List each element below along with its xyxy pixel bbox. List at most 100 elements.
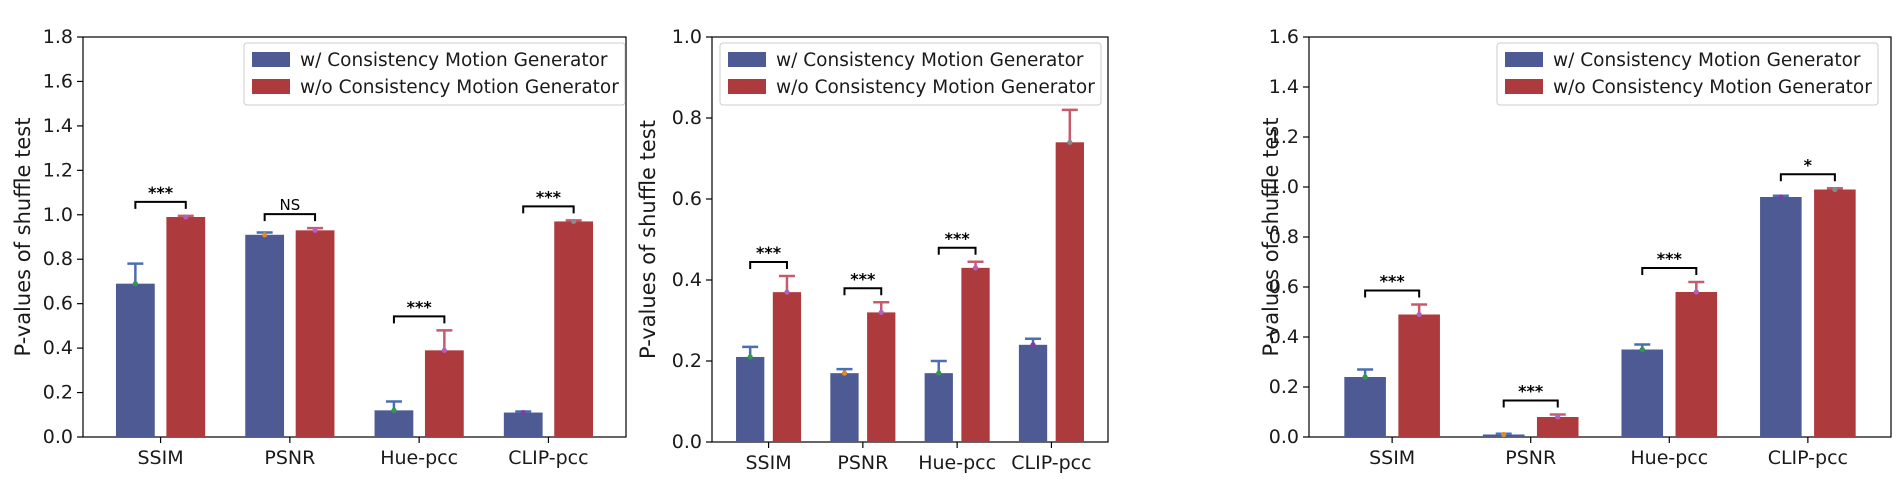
y-tick-label: 0.2 bbox=[672, 350, 702, 372]
legend-label: w/ Consistency Motion Generator bbox=[300, 50, 608, 71]
y-tick-label: 0.0 bbox=[43, 426, 73, 448]
legend-swatch bbox=[728, 79, 766, 94]
significance-bracket bbox=[937, 246, 977, 255]
legend-box bbox=[243, 42, 626, 106]
legend-label: w/o Consistency Motion Generator bbox=[300, 77, 619, 98]
mean-dot bbox=[878, 309, 884, 315]
significance-bracket bbox=[749, 260, 788, 269]
bar bbox=[503, 412, 543, 437]
mean-dot bbox=[312, 227, 318, 233]
y-axis-label: P-values of shuffle test bbox=[636, 120, 660, 359]
bar bbox=[1398, 314, 1440, 437]
mean-dot bbox=[1067, 139, 1073, 145]
mean-dot bbox=[391, 407, 397, 413]
legend-box bbox=[719, 42, 1102, 106]
y-tick-label: 1.4 bbox=[1269, 76, 1299, 98]
significance-label: *** bbox=[1380, 272, 1406, 291]
chart-panel-1: 0.0 0.2 0.4 0.6 0.8 1.0 1.2 1.4 1.6 1.8 P-values o… bbox=[11, 26, 627, 469]
significance-bracket bbox=[843, 287, 883, 296]
y-tick-label: 0.6 bbox=[672, 188, 702, 210]
bar bbox=[1675, 292, 1718, 437]
bar bbox=[424, 350, 464, 437]
mean-dot bbox=[841, 370, 848, 376]
x-tick-label: CLIP-pcc bbox=[1011, 452, 1091, 474]
bar bbox=[1621, 349, 1664, 437]
legend-swatch bbox=[1505, 79, 1543, 94]
mean-dot bbox=[1030, 342, 1036, 348]
significance-bracket bbox=[522, 205, 575, 214]
x-tick-label: SSIM bbox=[138, 447, 184, 469]
significance-bracket bbox=[134, 200, 187, 209]
significance-label: *** bbox=[536, 187, 562, 206]
legend-swatch bbox=[252, 79, 290, 94]
mean-dot bbox=[784, 289, 790, 295]
significance-label: *** bbox=[945, 229, 971, 248]
bar bbox=[554, 221, 594, 437]
bar bbox=[115, 283, 155, 437]
bar bbox=[924, 373, 953, 442]
bar bbox=[1536, 417, 1579, 437]
bar bbox=[295, 230, 335, 437]
x-tick-label: PSNR bbox=[1505, 447, 1556, 469]
x-tick-label: PSNR bbox=[837, 452, 888, 474]
mean-dot bbox=[1639, 346, 1645, 353]
y-axis-label: P-values of shuffle test bbox=[1259, 118, 1283, 357]
bar bbox=[374, 410, 414, 437]
legend-swatch bbox=[252, 52, 290, 67]
mean-dot bbox=[571, 218, 577, 225]
bar bbox=[772, 292, 802, 442]
chart-panel-3: 0.0 0.2 0.4 0.6 0.8 1.0 1.2 1.4 1.6 P-values of s… bbox=[1259, 26, 1892, 469]
legend-label: w/ Consistency Motion Generator bbox=[1553, 50, 1861, 71]
mean-dot bbox=[520, 409, 526, 416]
legend: w/ Consistency Motion Generator w/o Consi… bbox=[719, 42, 1102, 106]
y-tick-label: 1.2 bbox=[1269, 126, 1299, 148]
y-tick-label: 0.2 bbox=[43, 382, 73, 404]
y-tick-label: 0.0 bbox=[1269, 426, 1299, 448]
x-tick-label: CLIP-pcc bbox=[1768, 447, 1848, 469]
significance-bracket bbox=[1641, 267, 1698, 275]
x-tick-label: Hue-pcc bbox=[1630, 447, 1708, 469]
legend-label: w/ Consistency Motion Generator bbox=[776, 50, 1084, 71]
x-tick-label: SSIM bbox=[1369, 447, 1415, 469]
bar bbox=[867, 312, 896, 442]
bar bbox=[1018, 344, 1048, 442]
x-tick-label: CLIP-pcc bbox=[508, 447, 588, 469]
mean-dot bbox=[1555, 414, 1561, 420]
mean-dot bbox=[441, 347, 447, 353]
significance-label: *** bbox=[850, 269, 876, 288]
mean-dot bbox=[262, 232, 268, 238]
bar bbox=[1055, 142, 1084, 443]
y-tick-label: 1.0 bbox=[672, 26, 702, 48]
y-tick-label: 0.0 bbox=[672, 431, 702, 453]
axes-frame bbox=[82, 36, 627, 438]
x-tick-label: Hue-pcc bbox=[918, 452, 996, 474]
mean-dot bbox=[1416, 311, 1422, 318]
y-tick-label: 0.4 bbox=[43, 337, 73, 359]
y-tick-label: 1.8 bbox=[43, 26, 73, 48]
mean-dot bbox=[936, 370, 942, 376]
bar bbox=[1814, 189, 1856, 437]
y-tick-label: 0.4 bbox=[1269, 326, 1299, 348]
y-tick-label: 0.2 bbox=[1269, 376, 1299, 398]
x-tick-label: PSNR bbox=[264, 447, 315, 469]
y-tick-label: 1.4 bbox=[43, 115, 73, 137]
legend-label: w/o Consistency Motion Generator bbox=[1553, 77, 1872, 98]
y-tick-label: 1.6 bbox=[1269, 26, 1299, 48]
y-tick-label: 0.8 bbox=[1269, 226, 1299, 248]
mean-dot bbox=[1832, 186, 1838, 193]
bar bbox=[830, 373, 859, 442]
chart-panel-2: 0.0 0.2 0.4 0.6 0.8 1.0 P-values of shuffle te… bbox=[636, 26, 1109, 474]
significance-label: *** bbox=[1518, 382, 1544, 401]
mean-dot bbox=[1693, 289, 1699, 295]
x-tick-label: Hue-pcc bbox=[380, 447, 458, 469]
mean-dot bbox=[747, 354, 753, 360]
significance-bracket bbox=[1502, 399, 1559, 408]
legend-swatch bbox=[728, 52, 766, 67]
y-tick-label: 0.6 bbox=[43, 293, 73, 315]
y-tick-label: 1.0 bbox=[43, 204, 73, 226]
legend-label: w/o Consistency Motion Generator bbox=[776, 77, 1095, 98]
significance-label: * bbox=[1804, 155, 1813, 174]
legend: w/ Consistency Motion Generator w/o Consi… bbox=[243, 42, 626, 106]
significance-bracket bbox=[1364, 289, 1421, 298]
